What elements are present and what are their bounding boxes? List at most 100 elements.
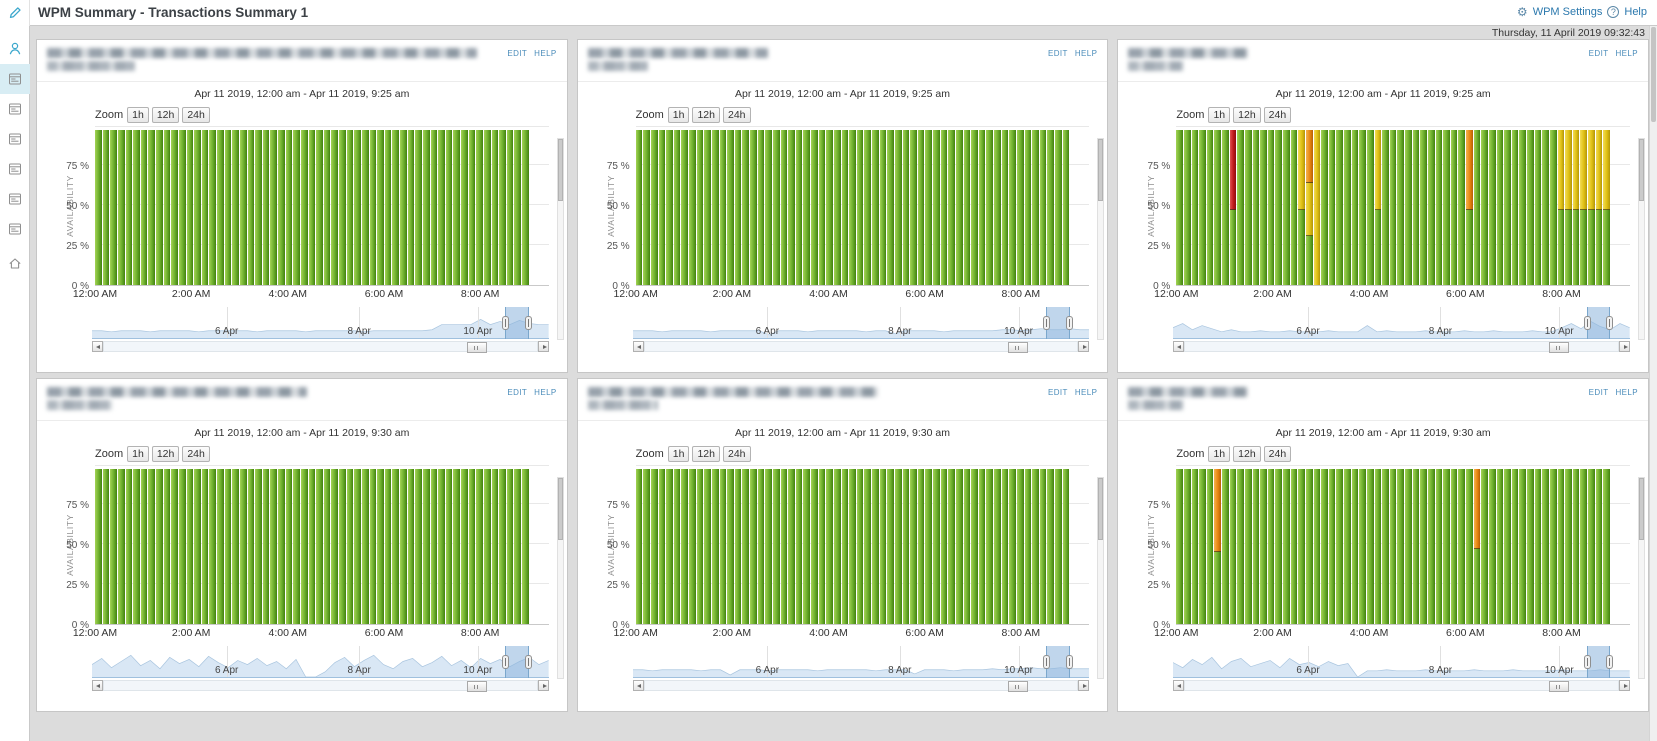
availability-bar[interactable]: [285, 467, 293, 624]
panel-vertical-scrollbar[interactable]: [556, 477, 564, 679]
availability-bar[interactable]: [1519, 128, 1527, 285]
availability-bar[interactable]: [1443, 467, 1450, 624]
edit-link[interactable]: EDIT: [507, 49, 528, 58]
sidebar-item-summary-view-2[interactable]: [0, 94, 30, 124]
availability-bar[interactable]: [1443, 128, 1450, 285]
availability-bar[interactable]: [209, 467, 216, 624]
availability-bar[interactable]: [110, 128, 117, 285]
availability-bar[interactable]: [468, 128, 476, 285]
availability-bar[interactable]: [849, 467, 856, 624]
zoom-1h-button[interactable]: 1h: [1208, 446, 1231, 462]
availability-bar[interactable]: [788, 467, 795, 624]
availability-bar[interactable]: [125, 128, 133, 285]
availability-bar[interactable]: [894, 128, 902, 285]
edit-page-button[interactable]: [0, 0, 30, 26]
availability-bar[interactable]: [1199, 467, 1206, 624]
scroll-right-button[interactable]: [1619, 680, 1630, 691]
availability-bar[interactable]: [102, 467, 110, 624]
availability-bar[interactable]: [1313, 128, 1321, 285]
availability-bar[interactable]: [453, 128, 460, 285]
availability-bar[interactable]: [704, 467, 711, 624]
availability-bar[interactable]: [1435, 128, 1443, 285]
navigator-handle-right[interactable]: [1606, 655, 1614, 669]
availability-bar[interactable]: [734, 128, 742, 285]
availability-bar[interactable]: [194, 467, 201, 624]
availability-bar[interactable]: [1511, 128, 1519, 285]
availability-bar[interactable]: [1222, 467, 1229, 624]
panel-vertical-scrollbar-thumb[interactable]: [1098, 139, 1104, 201]
availability-bar[interactable]: [483, 467, 491, 624]
availability-bar[interactable]: [948, 467, 955, 624]
availability-bar[interactable]: [140, 467, 148, 624]
availability-bar[interactable]: [278, 128, 285, 285]
availability-bar[interactable]: [1047, 128, 1055, 285]
scroll-right-button[interactable]: [1619, 341, 1630, 352]
availability-bar[interactable]: [445, 128, 453, 285]
availability-bar[interactable]: [1222, 128, 1229, 285]
availability-bar[interactable]: [971, 128, 978, 285]
navigator[interactable]: 6 Apr 8 Apr 10 Apr: [92, 307, 549, 339]
availability-bar[interactable]: [491, 467, 499, 624]
availability-bar[interactable]: [803, 467, 811, 624]
availability-bar[interactable]: [430, 467, 438, 624]
availability-bar[interactable]: [856, 467, 864, 624]
scrollbar-thumb[interactable]: [1548, 681, 1569, 692]
availability-bar[interactable]: [1001, 128, 1009, 285]
panel-help-link[interactable]: HELP: [1074, 388, 1098, 397]
availability-bar[interactable]: [1283, 128, 1290, 285]
availability-bar[interactable]: [262, 128, 270, 285]
availability-bar[interactable]: [323, 128, 331, 285]
availability-bar[interactable]: [1595, 467, 1603, 624]
availability-bar[interactable]: [95, 128, 102, 285]
availability-bar[interactable]: [1229, 467, 1237, 624]
availability-bar[interactable]: [1062, 467, 1070, 624]
availability-bar[interactable]: [476, 467, 483, 624]
availability-bar[interactable]: [1283, 467, 1290, 624]
availability-bar[interactable]: [917, 128, 925, 285]
availability-bar[interactable]: [948, 128, 955, 285]
availability-bar[interactable]: [156, 128, 163, 285]
availability-bar[interactable]: [506, 128, 514, 285]
availability-bar[interactable]: [178, 467, 186, 624]
availability-bar[interactable]: [826, 128, 833, 285]
availability-bar[interactable]: [1534, 128, 1542, 285]
zoom-12h-button[interactable]: 12h: [1233, 446, 1261, 462]
panel-vertical-scrollbar-thumb[interactable]: [557, 139, 563, 201]
availability-bar[interactable]: [148, 467, 155, 624]
availability-bar[interactable]: [316, 467, 323, 624]
availability-bar[interactable]: [940, 467, 948, 624]
availability-bar[interactable]: [811, 128, 818, 285]
availability-bar[interactable]: [1191, 128, 1199, 285]
availability-bar[interactable]: [1176, 467, 1183, 624]
availability-bar[interactable]: [666, 128, 673, 285]
navigator-selection[interactable]: [1042, 307, 1073, 339]
availability-bar[interactable]: [522, 467, 529, 624]
panel-help-link[interactable]: HELP: [1615, 49, 1638, 58]
availability-bar[interactable]: [1298, 128, 1305, 285]
navigator-handle-left[interactable]: [1583, 655, 1591, 669]
availability-bar[interactable]: [856, 128, 864, 285]
availability-bar[interactable]: [1382, 467, 1389, 624]
navigator-selection[interactable]: [1583, 646, 1614, 678]
availability-bar[interactable]: [788, 128, 795, 285]
availability-bar[interactable]: [1481, 467, 1488, 624]
availability-bar[interactable]: [1458, 467, 1466, 624]
availability-bar[interactable]: [346, 467, 354, 624]
availability-bar[interactable]: [681, 467, 689, 624]
availability-bar[interactable]: [673, 128, 681, 285]
availability-bar[interactable]: [1557, 128, 1565, 285]
availability-bar[interactable]: [209, 128, 216, 285]
availability-bar[interactable]: [727, 467, 734, 624]
scrollbar-thumb[interactable]: [1008, 342, 1029, 353]
scroll-left-button[interactable]: [632, 680, 644, 691]
zoom-12h-button[interactable]: 12h: [151, 107, 180, 123]
availability-bar[interactable]: [872, 128, 879, 285]
availability-bar[interactable]: [377, 128, 384, 285]
availability-bar[interactable]: [765, 467, 772, 624]
availability-bar[interactable]: [1237, 467, 1244, 624]
availability-bar[interactable]: [1496, 467, 1504, 624]
availability-bar[interactable]: [963, 467, 971, 624]
availability-bar[interactable]: [133, 128, 140, 285]
availability-bar[interactable]: [841, 467, 849, 624]
availability-bar[interactable]: [453, 467, 460, 624]
